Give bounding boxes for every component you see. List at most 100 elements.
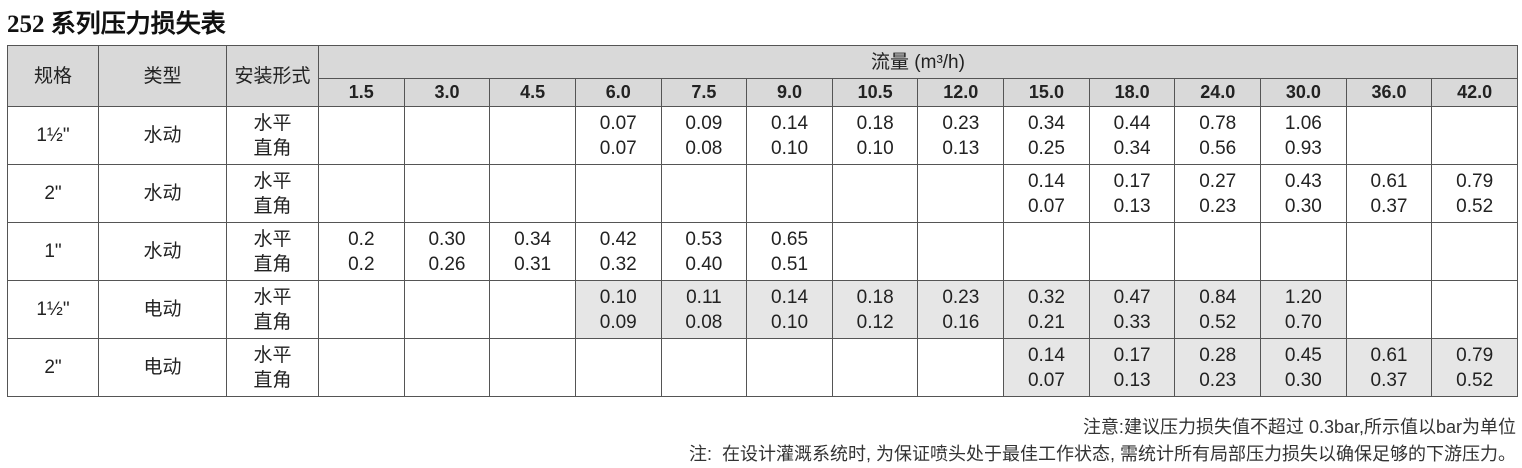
value-cell — [660, 164, 748, 223]
flow-header: 3.0 — [403, 78, 491, 107]
value-cell: 0.44 0.34 — [1088, 106, 1176, 165]
size-cell: 2" — [7, 338, 99, 397]
loss-value: 0.47 — [1113, 286, 1151, 308]
value-cell: 0.78 0.56 — [1174, 106, 1262, 165]
value-cell — [489, 164, 576, 223]
loss-value: 0.79 — [1456, 170, 1494, 192]
loss-value: 0.44 — [1113, 112, 1151, 134]
loss-value: 0.61 — [1370, 170, 1408, 192]
value-cell: 0.61 0.37 — [1345, 338, 1433, 397]
value-cell — [489, 106, 576, 165]
mount-label: 水平 — [253, 286, 292, 308]
loss-value: 0.42 — [599, 228, 637, 250]
loss-value: 0.52 — [1456, 369, 1494, 391]
loss-value: 0.12 — [856, 311, 894, 333]
loss-value: 0.14 — [1027, 170, 1065, 192]
title: 252 系列压力损失表 — [7, 11, 226, 38]
value-cell — [403, 338, 491, 397]
loss-value: 0.34 — [1027, 112, 1065, 134]
loss-value: 0.23 — [942, 112, 980, 134]
mount-cell: 水平 直角 — [226, 280, 319, 339]
value-cell — [403, 106, 491, 165]
value-cell: 0.14 0.07 — [1003, 338, 1090, 397]
data-row: 2" 电动 水平 直角 0.14 0.07 0.17 0.13 0.28 0.23 0.45 0.30… — [7, 338, 1518, 397]
flow-header: 6.0 — [574, 78, 662, 107]
header-flow: 流量 (m³/h) — [318, 45, 1518, 79]
loss-value: 0.21 — [1027, 311, 1065, 333]
value-cell — [1431, 280, 1518, 339]
mount-cell: 水平 直角 — [226, 222, 319, 281]
flow-header: 9.0 — [746, 78, 833, 107]
data-row: 1½" 电动 水平 直角 0.10 0.09 0.11 0.08 0.14 0.10 0.18 0.1… — [7, 280, 1518, 339]
loss-value: 0.30 — [1284, 195, 1322, 217]
loss-value: 0.07 — [1027, 369, 1065, 391]
loss-value: 0.43 — [1284, 170, 1322, 192]
value-cell — [831, 222, 919, 281]
mount-label: 直角 — [253, 369, 292, 391]
header-size: 规格 — [7, 45, 99, 107]
loss-value: 0.07 — [599, 137, 637, 159]
flow-header: 18.0 — [1088, 78, 1176, 107]
loss-value: 0.30 — [428, 228, 466, 250]
value-cell: 0.09 0.08 — [660, 106, 748, 165]
value-cell: 0.10 0.09 — [574, 280, 662, 339]
value-cell: 0.79 0.52 — [1431, 164, 1518, 223]
flow-header: 7.5 — [660, 78, 748, 107]
value-cell — [574, 164, 662, 223]
value-cell: 0.34 0.31 — [489, 222, 576, 281]
loss-value: 0.18 — [856, 112, 894, 134]
value-cell: 0.23 0.13 — [917, 106, 1005, 165]
loss-value: 0.17 — [1113, 344, 1151, 366]
value-cell — [1174, 222, 1262, 281]
value-cell — [489, 338, 576, 397]
loss-value: 0.34 — [1113, 137, 1151, 159]
loss-value: 0.30 — [1284, 369, 1322, 391]
value-cell: 0.32 0.21 — [1003, 280, 1090, 339]
data-row: 1" 水动 水平 直角 0.2 0.2 0.30 0.26 0.34 0.31 0.42 0.32 0.… — [7, 222, 1518, 281]
value-cell — [403, 164, 491, 223]
loss-value: 0.37 — [1370, 369, 1408, 391]
loss-value: 0.53 — [685, 228, 723, 250]
value-cell — [917, 338, 1005, 397]
value-cell: 0.65 0.51 — [746, 222, 833, 281]
loss-value: 0.65 — [771, 228, 809, 250]
loss-value: 0.14 — [1027, 344, 1065, 366]
mount-cell: 水平 直角 — [226, 106, 319, 165]
size-cell: 1½" — [7, 106, 99, 165]
value-cell: 1.06 0.93 — [1260, 106, 1347, 165]
value-cell: 0.47 0.33 — [1088, 280, 1176, 339]
loss-value: 0.33 — [1113, 311, 1151, 333]
mount-cell: 水平 直角 — [226, 164, 319, 223]
loss-value: 0.51 — [771, 253, 809, 275]
value-cell: 0.43 0.30 — [1260, 164, 1347, 223]
loss-value: 0.28 — [1199, 344, 1237, 366]
value-cell — [1345, 222, 1433, 281]
loss-value: 0.56 — [1199, 137, 1237, 159]
loss-value: 0.61 — [1370, 344, 1408, 366]
value-cell: 0.45 0.30 — [1260, 338, 1347, 397]
value-cell — [1431, 106, 1518, 165]
loss-value: 1.20 — [1284, 286, 1322, 308]
value-cell: 0.14 0.07 — [1003, 164, 1090, 223]
data-row: 2" 水动 水平 直角 0.14 0.07 0.17 0.13 0.27 0.23 0.43 0.30… — [7, 164, 1518, 223]
mount-label: 水平 — [253, 344, 292, 366]
value-cell: 0.27 0.23 — [1174, 164, 1262, 223]
value-cell: 0.30 0.26 — [403, 222, 491, 281]
mount-cell: 水平 直角 — [226, 338, 319, 397]
loss-value: 0.17 — [1113, 170, 1151, 192]
flow-header: 24.0 — [1174, 78, 1262, 107]
mount-label: 水平 — [253, 112, 292, 134]
mount-label: 直角 — [253, 137, 292, 159]
loss-value: 0.09 — [599, 311, 637, 333]
loss-value: 0.2 — [348, 253, 375, 275]
loss-value: 0.40 — [685, 253, 723, 275]
loss-value: 0.23 — [1199, 369, 1237, 391]
value-cell: 0.17 0.13 — [1088, 338, 1176, 397]
loss-value: 0.31 — [514, 253, 552, 275]
loss-value: 0.10 — [599, 286, 637, 308]
value-cell: 0.42 0.32 — [574, 222, 662, 281]
value-cell — [1431, 222, 1518, 281]
loss-value: 0.10 — [771, 137, 809, 159]
type-cell: 水动 — [98, 164, 227, 223]
